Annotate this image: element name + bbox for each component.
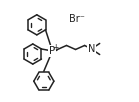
Text: N: N	[88, 44, 95, 54]
Text: P: P	[49, 46, 55, 56]
Text: Br⁻: Br⁻	[69, 14, 85, 24]
Text: +: +	[52, 43, 58, 52]
